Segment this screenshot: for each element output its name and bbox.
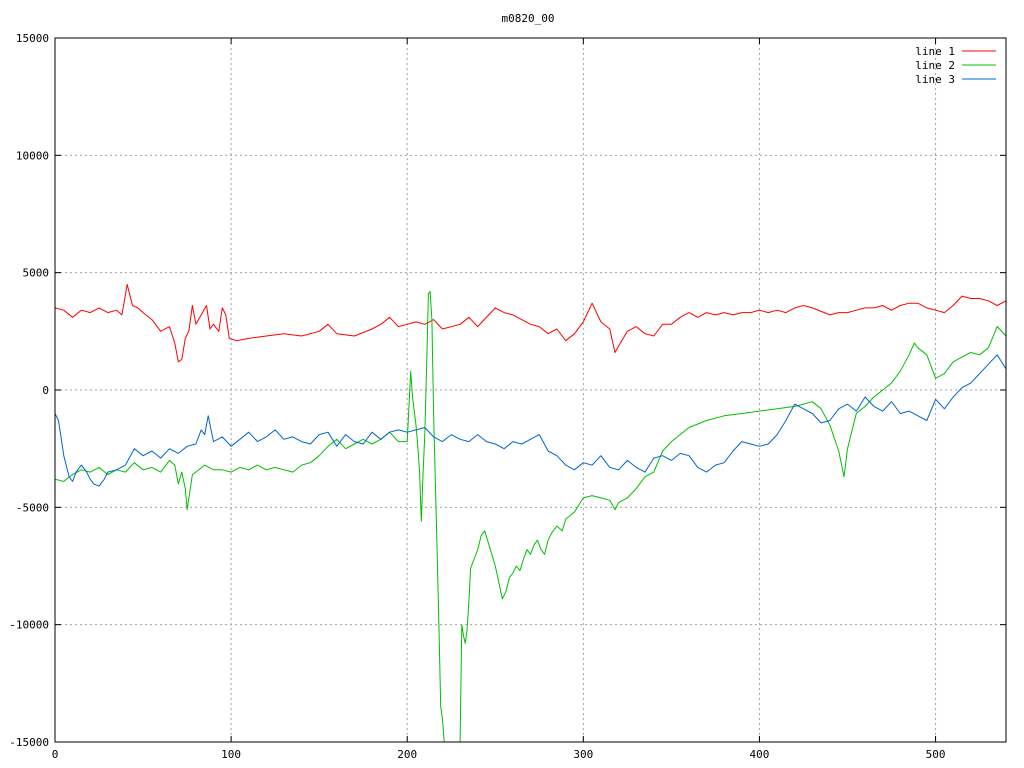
x-tick-label: 0 <box>52 748 59 761</box>
x-tick-label: 500 <box>926 748 946 761</box>
plot-frame <box>54 37 1007 743</box>
legend-label-3: line 3 <box>915 73 955 86</box>
grid <box>55 38 1006 742</box>
x-tick-label: 200 <box>397 748 417 761</box>
y-tick-label: 10000 <box>16 149 49 162</box>
y-tick-label: -5000 <box>16 501 49 514</box>
y-axis-ticks: -15000 -10000 -5000 0 5000 10000 15000 <box>9 32 1006 749</box>
series-line-3 <box>54 354 1007 487</box>
x-tick-label: 300 <box>573 748 593 761</box>
chart-title: m0820_00 <box>502 12 555 25</box>
series-line-1 <box>54 283 1007 363</box>
legend-label-1: line 1 <box>915 45 955 58</box>
y-tick-label: 0 <box>42 384 49 397</box>
legend-label-2: line 2 <box>915 59 955 72</box>
y-tick-label: 15000 <box>16 32 49 45</box>
y-tick-label: 5000 <box>23 267 50 280</box>
series-line-2 <box>54 290 1007 743</box>
x-tick-label: 100 <box>221 748 241 761</box>
x-axis-ticks: 0 100 200 300 400 500 <box>52 38 946 761</box>
y-tick-label: -10000 <box>9 619 49 632</box>
y-tick-label: -15000 <box>9 736 49 749</box>
series-lines <box>54 283 1007 743</box>
x-tick-label: 400 <box>750 748 770 761</box>
